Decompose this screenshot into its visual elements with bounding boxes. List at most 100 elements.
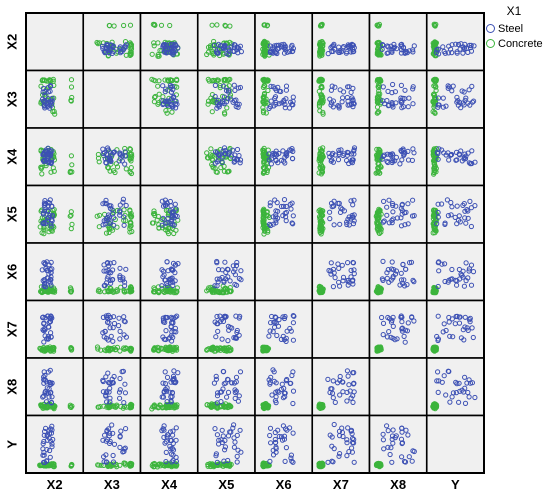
point-steel: [272, 436, 278, 443]
point-steel: [220, 433, 226, 439]
point-steel: [109, 207, 115, 213]
point-concrete: [94, 39, 100, 46]
point-steel: [40, 278, 46, 284]
point-steel: [276, 433, 282, 440]
legend-title: X1: [506, 4, 522, 18]
cell-X4-X3: [82, 127, 142, 187]
point-steel: [441, 48, 447, 55]
point-steel: [442, 278, 448, 285]
point-steel: [279, 381, 285, 387]
point-concrete: [432, 406, 438, 412]
point-steel: [102, 432, 108, 438]
point-concrete: [431, 146, 437, 152]
point-steel: [398, 277, 405, 283]
point-steel: [161, 42, 167, 48]
point-steel: [339, 429, 345, 436]
point-steel: [170, 209, 177, 215]
point-concrete: [127, 152, 134, 158]
point-concrete: [375, 99, 381, 105]
point-steel: [336, 150, 342, 156]
point-concrete: [121, 345, 127, 351]
point-steel: [231, 44, 237, 50]
point-steel: [232, 387, 238, 393]
point-steel: [380, 431, 386, 437]
point-steel: [332, 84, 338, 90]
point-concrete: [174, 402, 180, 408]
point-steel: [403, 266, 409, 272]
point-steel: [389, 266, 395, 272]
point-steel: [100, 377, 106, 383]
point-steel: [450, 390, 456, 396]
point-steel: [387, 151, 393, 157]
point-concrete: [117, 348, 123, 354]
cell-X5-X3: [82, 184, 142, 244]
point-concrete: [204, 347, 210, 353]
cell-X6-Y: [425, 242, 485, 302]
point-steel: [340, 274, 347, 280]
point-concrete: [320, 208, 326, 214]
point-steel: [160, 380, 166, 386]
point-steel: [164, 374, 171, 380]
point-steel: [350, 399, 356, 405]
point-steel: [49, 444, 55, 450]
point-steel: [280, 213, 286, 219]
point-steel: [336, 147, 342, 153]
point-steel: [288, 380, 294, 386]
point-steel: [384, 423, 390, 429]
point-concrete: [264, 212, 270, 218]
point-concrete: [209, 50, 215, 56]
point-steel: [344, 440, 350, 446]
point-steel: [389, 201, 396, 207]
point-steel: [111, 215, 117, 221]
point-steel: [345, 216, 351, 222]
point-concrete: [319, 22, 325, 28]
point-concrete: [69, 162, 75, 168]
point-steel: [220, 83, 226, 89]
point-steel: [287, 201, 293, 207]
point-steel: [42, 390, 48, 396]
point-steel: [278, 88, 284, 95]
point-steel: [384, 275, 390, 281]
point-concrete: [174, 76, 180, 83]
point-steel: [454, 94, 460, 101]
point-concrete: [48, 169, 54, 175]
point-steel: [171, 368, 177, 374]
cell-X4-X8: [368, 127, 428, 187]
point-concrete: [121, 22, 127, 29]
point-steel: [106, 203, 113, 209]
point-steel: [468, 223, 474, 230]
point-steel: [117, 208, 123, 214]
point-concrete: [209, 401, 215, 407]
point-concrete: [106, 463, 112, 469]
point-steel: [386, 329, 392, 335]
point-concrete: [432, 347, 438, 353]
cell-X7-X4: [139, 299, 199, 359]
point-concrete: [209, 98, 215, 105]
point-concrete: [127, 146, 133, 152]
point-concrete: [262, 53, 268, 59]
point-concrete: [69, 462, 75, 468]
point-steel: [105, 316, 111, 322]
point-concrete: [316, 104, 323, 110]
point-concrete: [51, 344, 57, 351]
point-steel: [288, 99, 294, 105]
point-steel: [117, 273, 123, 279]
point-steel: [105, 147, 111, 153]
point-steel: [398, 147, 404, 154]
point-steel: [45, 208, 51, 214]
point-steel: [439, 379, 445, 385]
point-steel: [170, 260, 177, 266]
point-steel: [273, 320, 279, 326]
row-label-y: Y: [4, 440, 19, 449]
point-steel: [233, 262, 240, 269]
point-steel: [105, 337, 111, 343]
point-steel: [42, 208, 48, 214]
matrix-cells: [25, 12, 485, 474]
point-steel: [349, 160, 355, 166]
point-concrete: [432, 289, 438, 295]
point-steel: [111, 441, 118, 447]
point-steel: [104, 319, 111, 325]
point-concrete: [154, 217, 160, 223]
point-steel: [440, 95, 446, 101]
point-steel: [162, 440, 168, 446]
